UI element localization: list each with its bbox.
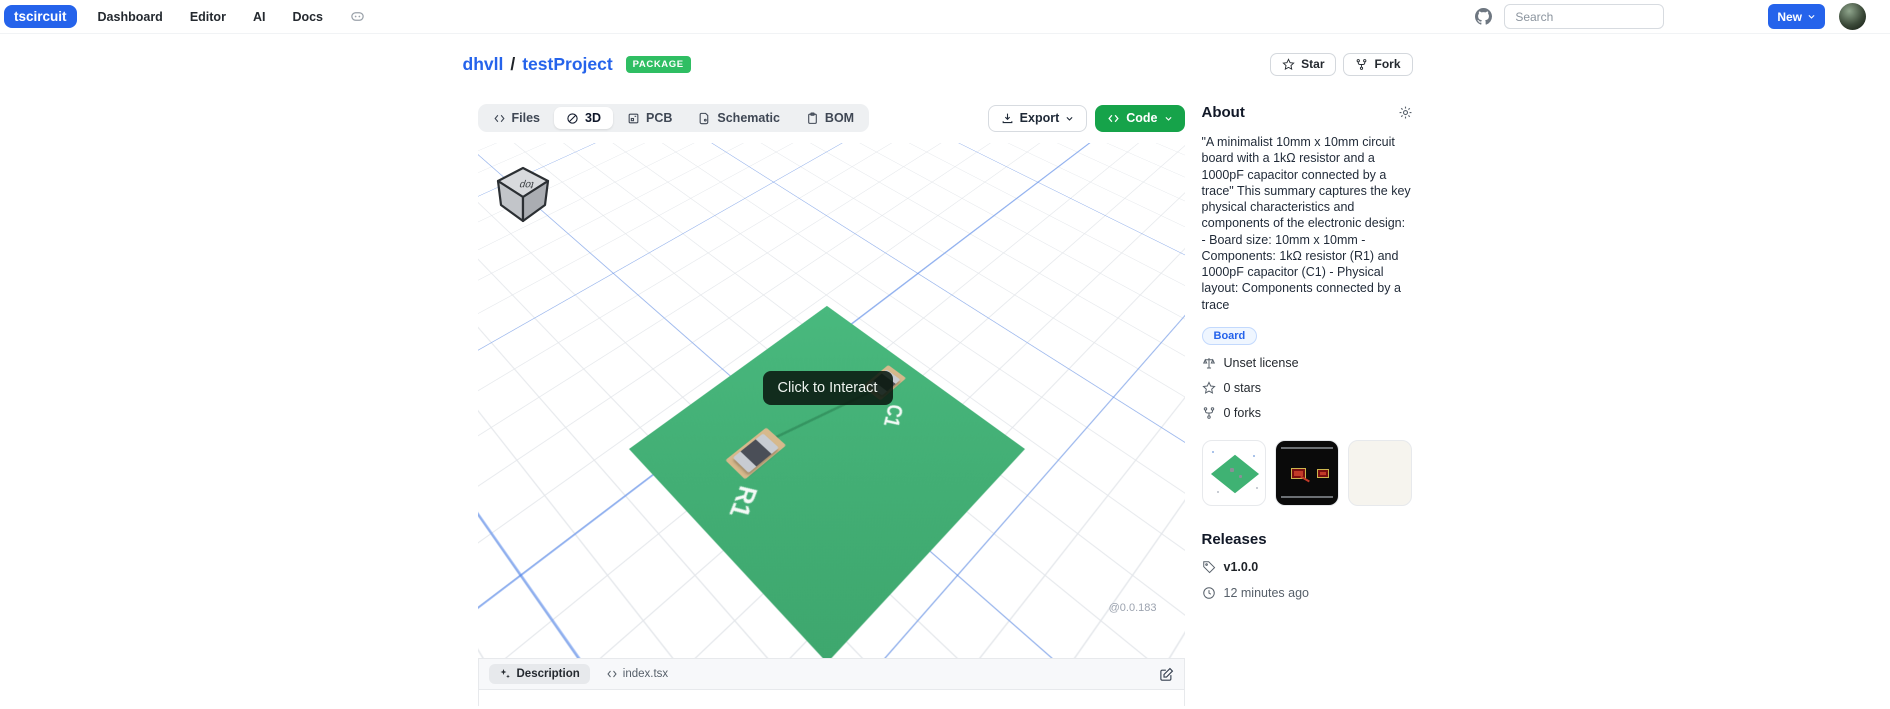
thumbnail-footprint [1316,468,1329,478]
stars-label: 0 stars [1223,380,1262,395]
3d-view-icon [567,112,578,124]
description-panel-body [477,690,1185,706]
avatar[interactable] [1839,3,1866,30]
clock-icon [1202,586,1216,600]
tab-pcb-label: PCB [645,111,673,125]
star-button[interactable]: Star [1270,52,1337,76]
nav-item-ai[interactable]: AI [252,9,266,24]
breadcrumb: dhvll / testProject PACKAGE [463,54,691,75]
breadcrumb-separator: / [510,53,516,74]
sparkles-icon [500,669,510,679]
export-button-label: Export [1019,111,1060,125]
tscircuit-logo[interactable]: tscircuit [4,5,77,28]
download-icon [1002,113,1013,123]
release-time-label: 12 minutes ago [1223,585,1309,600]
top-nav: tscircuit Dashboard Editor AI Docs New [0,0,1890,34]
fork-icon [1357,58,1367,70]
license-row: Unset license [1202,356,1413,370]
orientation-cube[interactable]: top [490,165,556,227]
viewer-version-label: @0.0.183 [1108,602,1157,614]
tab-files-label: Files [511,111,541,125]
stars-row: 0 stars [1201,380,1413,395]
tab-schematic-label: Schematic [717,111,780,125]
topic-badge-board[interactable]: Board [1201,326,1258,345]
chevron-down-icon [1164,116,1172,121]
code-button-label: Code [1126,111,1158,125]
click-to-interact-button[interactable]: Click to Interact [762,371,893,405]
description-panel-bar: Description index.tsx [477,658,1185,690]
chevron-down-icon [1808,14,1815,19]
tab-description[interactable]: Description [488,664,590,684]
about-title: About [1201,104,1245,121]
view-toolbar: Files 3D PCB Schematic BOM [477,104,1185,132]
star-button-label: Star [1301,57,1325,71]
pcb-icon [628,113,639,123]
release-version-row: v1.0.0 [1202,560,1413,574]
code-icon [607,670,617,678]
github-icon[interactable] [1475,8,1493,25]
tab-pcb[interactable]: PCB [615,107,684,129]
about-description: "A minimalist 10mm x 10mm circuit board … [1201,135,1411,312]
releases-title: Releases [1201,530,1267,548]
thumbnail-3d-view[interactable] [1201,439,1266,506]
release-time-row: 12 minutes ago [1202,586,1413,600]
nav-item-docs[interactable]: Docs [292,9,324,24]
preview-thumbnails [1201,439,1413,506]
3d-canvas[interactable]: C1 R1 top Click to Interact @0.0.183 [477,143,1185,658]
code-button[interactable]: Code [1095,104,1185,132]
thumbnail-board [1210,454,1259,493]
nav-item-editor[interactable]: Editor [189,9,226,24]
star-icon [1201,381,1216,395]
export-button[interactable]: Export [987,104,1088,132]
bom-clipboard-icon [808,112,817,124]
package-badge: PACKAGE [625,55,691,73]
about-sidebar: About "A minimalist 10mm x 10mm circuit … [1201,104,1413,706]
code-icon [493,114,505,122]
tab-index-tsx[interactable]: index.tsx [606,668,668,680]
tab-bom[interactable]: BOM [794,107,866,129]
search-input[interactable] [1504,4,1665,29]
release-version-link[interactable]: v1.0.0 [1223,559,1259,574]
c1-reference-label: C1 [878,402,908,430]
nav-item-dashboard[interactable]: Dashboard [97,9,163,24]
tag-icon [1202,560,1216,574]
fork-button[interactable]: Fork [1343,52,1413,76]
gear-icon[interactable] [1398,105,1413,120]
tab-3d[interactable]: 3D [554,107,613,129]
chevron-down-icon [1066,116,1073,121]
title-row: dhvll / testProject PACKAGE Star Fork [463,50,1413,78]
cube-top-label: top [517,179,535,190]
star-icon [1282,57,1295,70]
new-button[interactable]: New [1768,4,1825,29]
viewer-card: C1 R1 top Click to Interact @0.0.183 [477,143,1185,706]
discord-icon[interactable] [350,9,365,24]
thumbnail-footprint [1290,467,1306,479]
breadcrumb-project-link[interactable]: testProject [522,53,613,74]
tab-bom-label: BOM [824,111,855,125]
nav-right-cluster: New [1475,3,1866,30]
tab-description-label: Description [516,668,580,680]
breadcrumb-owner-link[interactable]: dhvll [462,53,504,74]
circuit-board: C1 R1 [628,305,1025,658]
r1-reference-label: R1 [722,483,763,521]
license-label: Unset license [1223,355,1299,370]
schematic-file-icon [700,112,709,124]
new-button-label: New [1777,9,1802,24]
fork-button-label: Fork [1374,57,1401,71]
tab-schematic[interactable]: Schematic [686,107,792,129]
thumbnail-schematic-view[interactable] [1348,439,1413,506]
view-tabs: Files 3D PCB Schematic BOM [477,104,870,132]
code-icon [1108,114,1119,122]
license-scales-icon [1202,356,1216,370]
edit-icon[interactable] [1159,667,1174,682]
fork-icon [1202,406,1216,420]
forks-row: 0 forks [1202,406,1413,420]
tab-files[interactable]: Files [481,107,553,129]
tab-index-tsx-label: index.tsx [622,668,669,680]
tab-3d-label: 3D [585,111,601,125]
forks-label: 0 forks [1223,405,1262,420]
thumbnail-pcb-view[interactable] [1274,439,1340,506]
